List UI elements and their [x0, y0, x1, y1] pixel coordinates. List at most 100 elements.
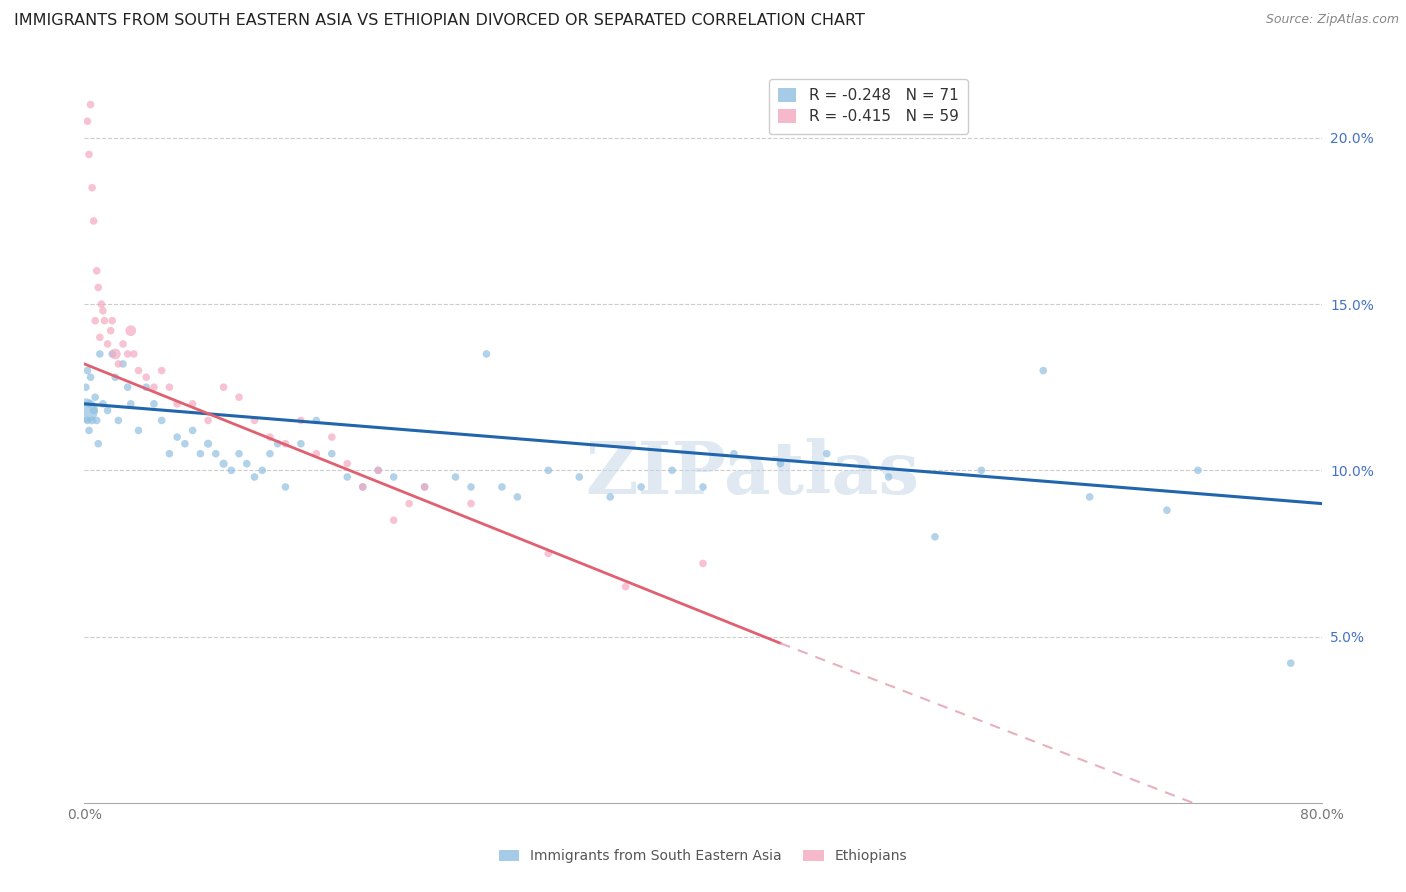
Point — [77, 424, 100, 438]
Point — [235, 457, 259, 471]
Legend: Immigrants from South Eastern Asia, Ethiopians: Immigrants from South Eastern Asia, Ethi… — [494, 844, 912, 869]
Point — [491, 480, 513, 494]
Point — [79, 97, 101, 112]
Point — [924, 530, 946, 544]
Point — [290, 413, 312, 427]
Point — [475, 347, 498, 361]
Point — [87, 436, 110, 450]
Point — [107, 413, 129, 427]
Point — [112, 357, 135, 371]
Point — [77, 147, 100, 161]
Point — [83, 214, 105, 228]
Point — [89, 347, 111, 361]
Point — [181, 397, 204, 411]
Point — [188, 447, 212, 461]
Point — [212, 457, 235, 471]
Point — [120, 397, 142, 411]
Point — [159, 380, 180, 394]
Point — [100, 324, 122, 338]
Point — [1279, 656, 1302, 670]
Point — [89, 330, 111, 344]
Point — [444, 470, 467, 484]
Point — [101, 347, 124, 361]
Point — [1187, 463, 1209, 477]
Point — [1032, 363, 1054, 377]
Point — [692, 480, 714, 494]
Point — [75, 380, 97, 394]
Point — [413, 480, 436, 494]
Point — [970, 463, 993, 477]
Point — [243, 470, 266, 484]
Point — [290, 436, 312, 450]
Point — [321, 430, 343, 444]
Point — [84, 390, 107, 404]
Point — [506, 490, 529, 504]
Point — [212, 380, 235, 394]
Point — [79, 370, 101, 384]
Point — [91, 303, 114, 318]
Point — [537, 463, 560, 477]
Point — [336, 457, 359, 471]
Point — [104, 370, 127, 384]
Point — [769, 457, 792, 471]
Point — [166, 397, 188, 411]
Point — [93, 314, 115, 328]
Point — [382, 470, 405, 484]
Point — [82, 180, 104, 194]
Point — [117, 380, 139, 394]
Point — [259, 447, 281, 461]
Point — [91, 397, 114, 411]
Point — [127, 424, 149, 438]
Point — [112, 337, 135, 351]
Point — [1078, 490, 1101, 504]
Point — [367, 463, 389, 477]
Point — [228, 390, 250, 404]
Point — [76, 363, 98, 377]
Point — [661, 463, 683, 477]
Point — [250, 463, 273, 477]
Point — [259, 430, 281, 444]
Point — [86, 264, 108, 278]
Point — [305, 413, 328, 427]
Point — [96, 403, 118, 417]
Point — [87, 280, 110, 294]
Point — [352, 480, 374, 494]
Point — [221, 463, 243, 477]
Point — [96, 337, 118, 351]
Point — [274, 436, 297, 450]
Point — [83, 403, 105, 417]
Point — [205, 447, 228, 461]
Point — [101, 314, 124, 328]
Point — [599, 490, 621, 504]
Point — [76, 114, 98, 128]
Point — [104, 347, 127, 361]
Point — [537, 546, 560, 560]
Point — [159, 447, 180, 461]
Point — [267, 436, 290, 450]
Point — [150, 363, 173, 377]
Point — [75, 403, 97, 417]
Point — [143, 397, 166, 411]
Text: ZIPatlas: ZIPatlas — [585, 438, 920, 509]
Point — [877, 470, 900, 484]
Point — [382, 513, 405, 527]
Point — [86, 413, 108, 427]
Point — [82, 413, 104, 427]
Point — [107, 357, 129, 371]
Point — [76, 413, 98, 427]
Point — [815, 447, 838, 461]
Point — [1156, 503, 1178, 517]
Point — [197, 413, 219, 427]
Point — [352, 480, 374, 494]
Point — [460, 480, 482, 494]
Point — [135, 370, 157, 384]
Point — [127, 363, 149, 377]
Point — [305, 447, 328, 461]
Point — [122, 347, 145, 361]
Point — [228, 447, 250, 461]
Point — [398, 497, 420, 511]
Point — [460, 497, 482, 511]
Point — [197, 436, 219, 450]
Point — [630, 480, 652, 494]
Point — [166, 430, 188, 444]
